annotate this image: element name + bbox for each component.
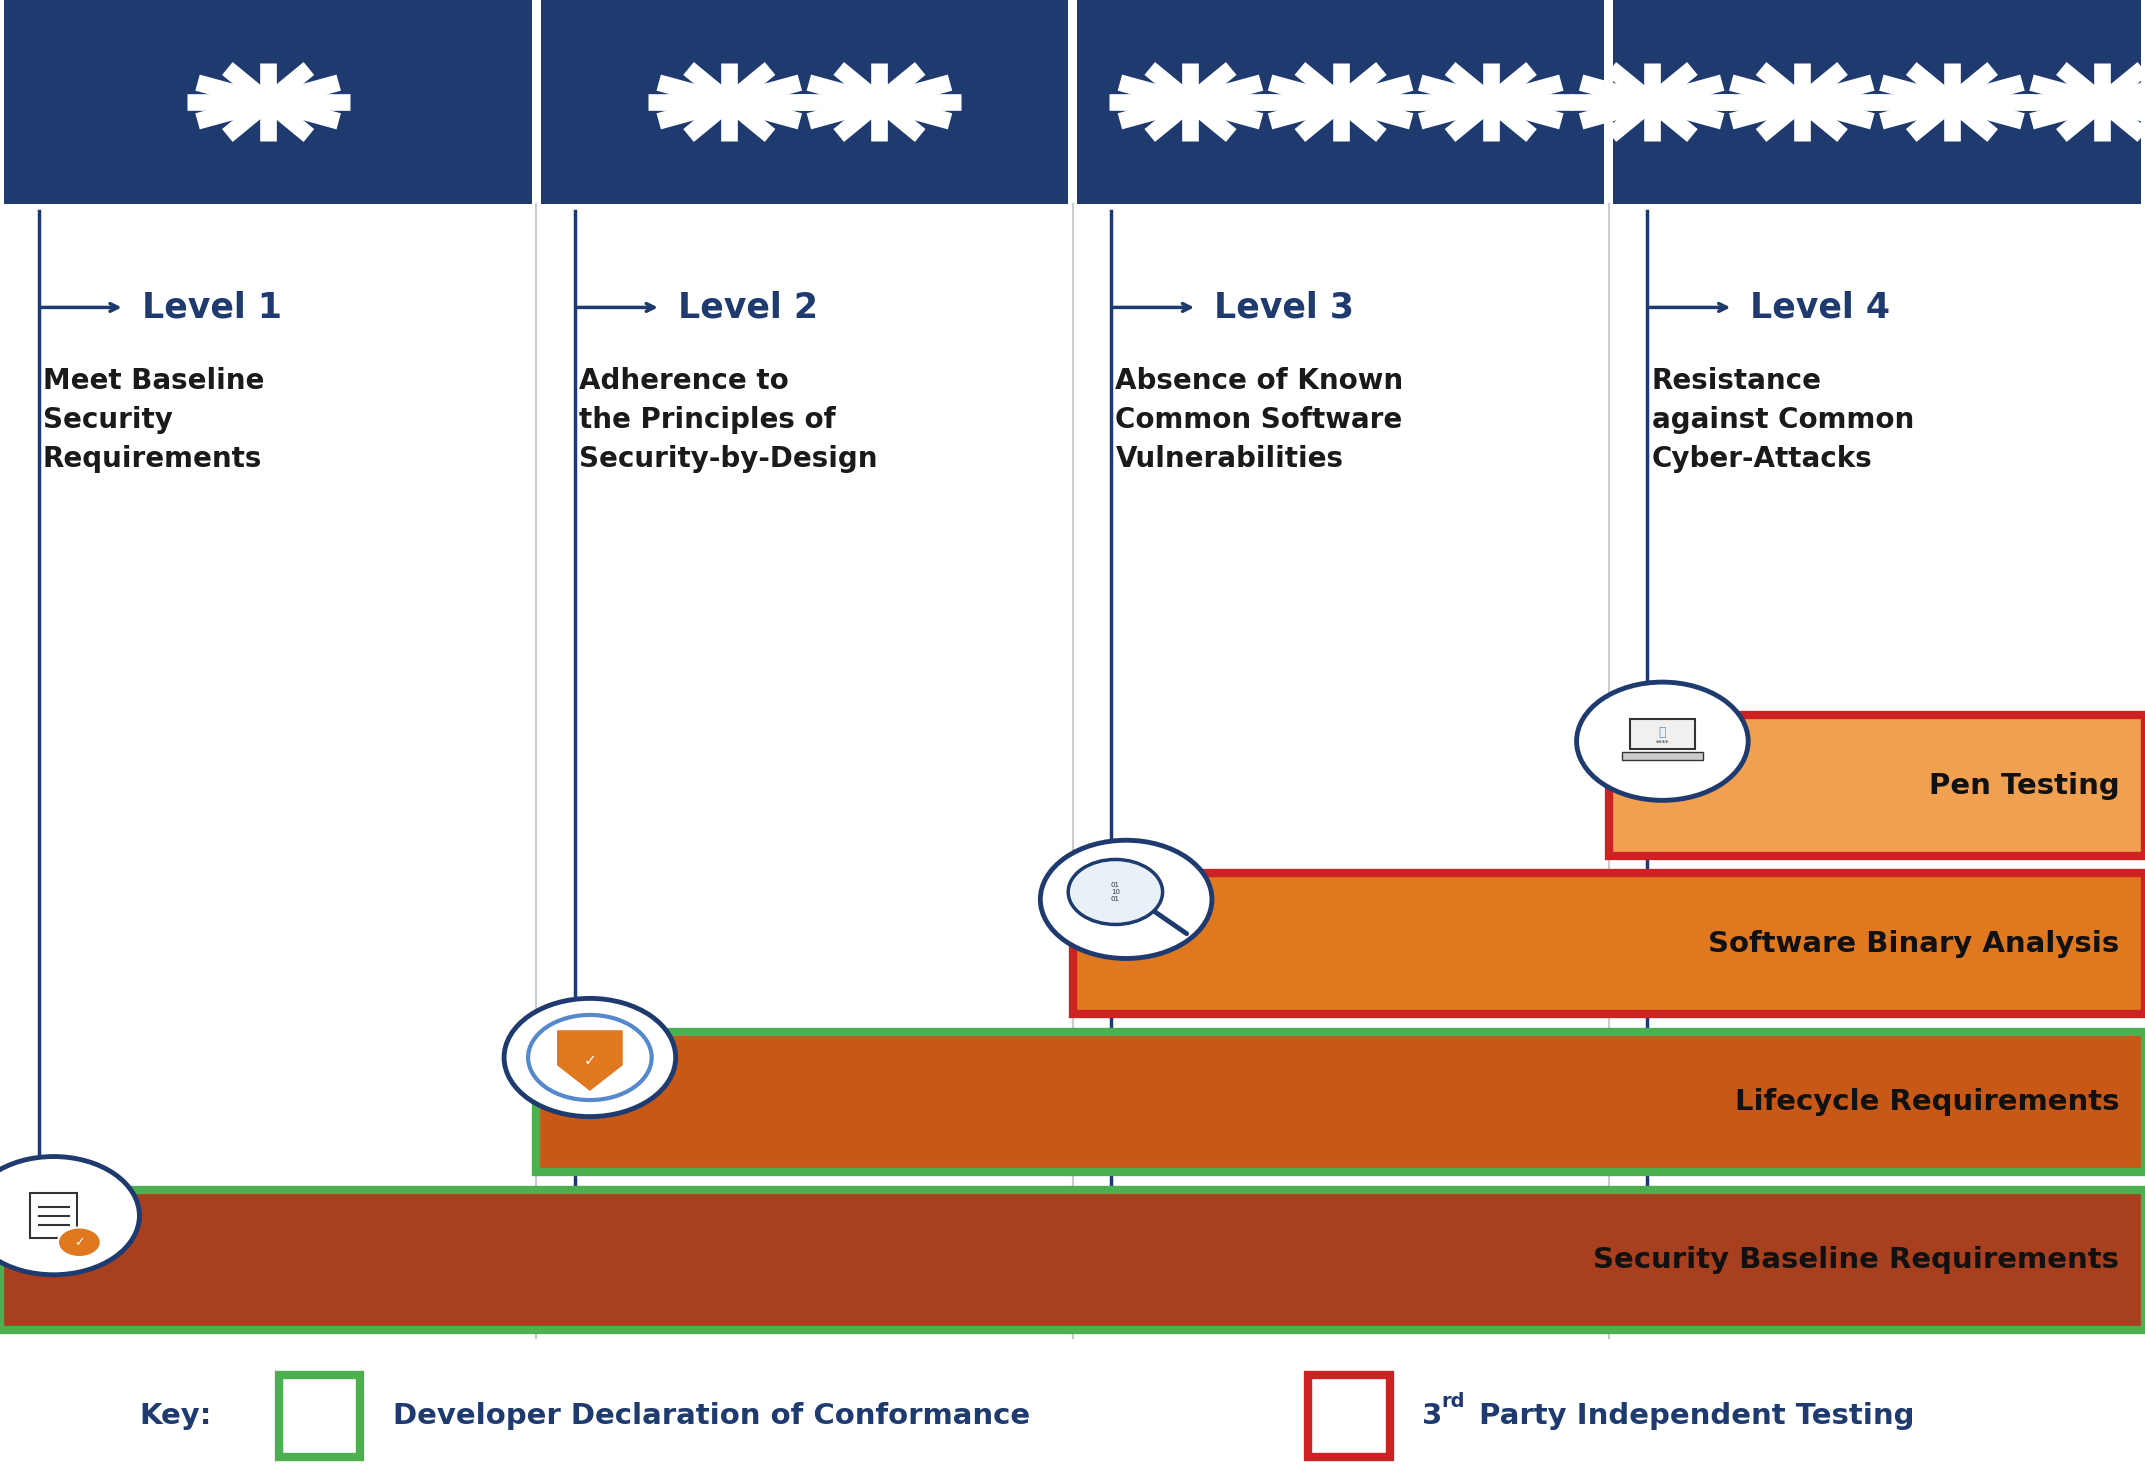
Text: Level 4: Level 4 [1750, 290, 1890, 325]
Bar [0, 1190, 2145, 1330]
Text: ****: **** [1656, 739, 1669, 746]
Bar [30, 1194, 77, 1237]
Circle shape [1040, 840, 1212, 959]
Circle shape [0, 1156, 139, 1274]
Text: Level 2: Level 2 [678, 290, 817, 325]
Bar [1613, 0, 2141, 204]
Text: Software Binary Analysis: Software Binary Analysis [1707, 930, 2119, 958]
Text: ✓: ✓ [75, 1236, 84, 1249]
Text: Security Baseline Requirements: Security Baseline Requirements [1594, 1246, 2119, 1274]
Bar [279, 1375, 360, 1457]
Text: Party Independent Testing: Party Independent Testing [1469, 1403, 1915, 1429]
Circle shape [1068, 860, 1163, 925]
Bar [1077, 0, 1604, 204]
Bar [1308, 1375, 1390, 1457]
Bar [1622, 751, 1703, 760]
Text: Absence of Known
Common Software
Vulnerabilities: Absence of Known Common Software Vulnera… [1115, 367, 1403, 473]
Bar [1609, 715, 2145, 856]
Bar [536, 1032, 2145, 1172]
Bar [1072, 873, 2145, 1014]
Bar [1630, 718, 1695, 748]
Circle shape [58, 1227, 101, 1256]
Text: Key:: Key: [139, 1403, 212, 1429]
Text: 3: 3 [1422, 1403, 1441, 1429]
Text: 🔒: 🔒 [1658, 726, 1667, 739]
Text: 01
10
01: 01 10 01 [1111, 882, 1120, 902]
Text: ✓: ✓ [583, 1052, 596, 1069]
Text: Pen Testing: Pen Testing [1928, 772, 2119, 800]
Text: Level 1: Level 1 [142, 290, 281, 325]
Text: Resistance
against Common
Cyber-Attacks: Resistance against Common Cyber-Attacks [1652, 367, 1913, 473]
Text: Lifecycle Requirements: Lifecycle Requirements [1735, 1088, 2119, 1116]
Text: Meet Baseline
Security
Requirements: Meet Baseline Security Requirements [43, 367, 264, 473]
Bar [1609, 715, 2145, 856]
Text: rd: rd [1441, 1392, 1465, 1410]
Polygon shape [558, 1032, 622, 1091]
Circle shape [1577, 681, 1748, 800]
Text: Developer Declaration of Conformance: Developer Declaration of Conformance [393, 1403, 1030, 1429]
Circle shape [504, 999, 676, 1117]
Bar [536, 1032, 2145, 1172]
Bar [0, 1190, 2145, 1330]
Bar [4, 0, 532, 204]
Bar [1072, 873, 2145, 1014]
Text: Adherence to
the Principles of
Security-by-Design: Adherence to the Principles of Security-… [579, 367, 877, 473]
Text: Level 3: Level 3 [1214, 290, 1353, 325]
Bar [541, 0, 1068, 204]
